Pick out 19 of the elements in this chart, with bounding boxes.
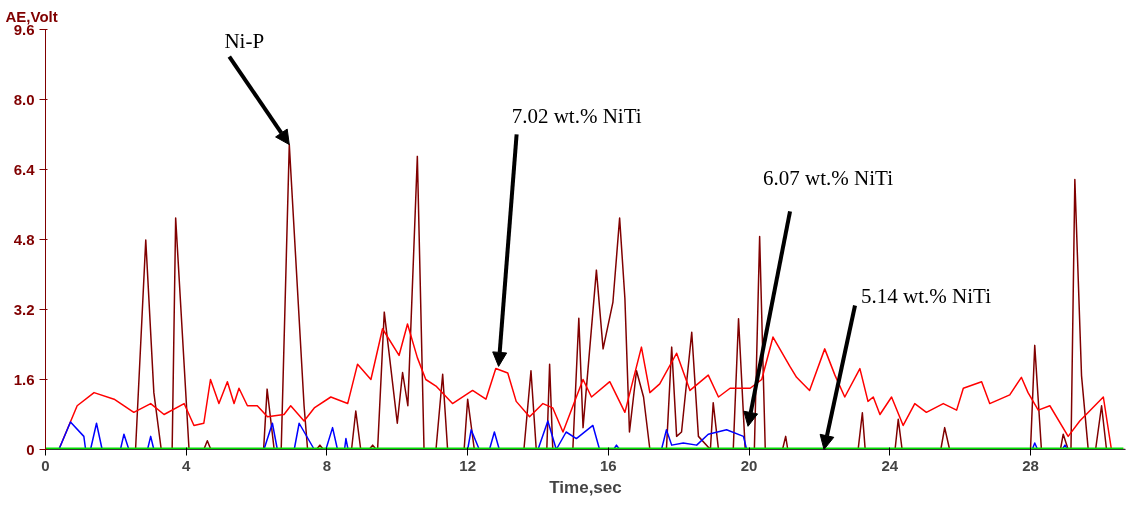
annotation: 7.02 wt.% NiTi: [511, 104, 642, 129]
x-tick-label: 24: [881, 456, 899, 474]
x-tick-label: 4: [182, 456, 192, 474]
x-tick-label: 8: [322, 456, 332, 474]
annotation: 6.07 wt.% NiTi: [763, 166, 894, 191]
x-tick-label: 28: [1022, 456, 1039, 474]
annotation: Ni-P: [224, 28, 265, 53]
annotation: 5.14 wt.% NiTi: [861, 283, 992, 308]
x-tick-label: 20: [740, 456, 758, 474]
y-tick-label: 6.4: [13, 160, 36, 178]
x-axis-title: Time,sec: [549, 477, 622, 497]
y-tick-label: 0: [26, 440, 35, 458]
y-tick-label: 4.8: [13, 230, 35, 248]
x-tick-label: 0: [41, 456, 50, 474]
y-tick-label: 1.6: [13, 370, 35, 388]
y-tick-label: 3.2: [13, 300, 35, 318]
x-tick-label: 16: [600, 456, 617, 474]
x-tick-label: 12: [459, 456, 476, 474]
y-tick-label: 8.0: [13, 90, 35, 108]
